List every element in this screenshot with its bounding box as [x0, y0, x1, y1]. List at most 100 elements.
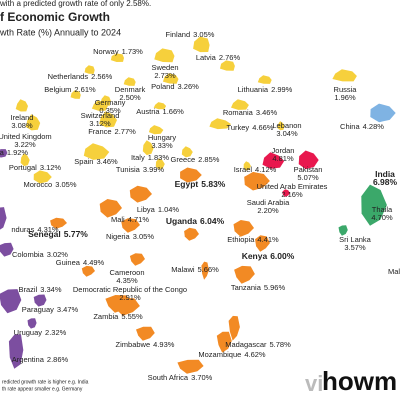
country-name: Guinea: [56, 258, 81, 267]
country-rate: 5.96%: [264, 283, 286, 292]
labels: Norway 1.73%Finland 3.05%Latvia 2.76%Nether…: [0, 30, 397, 382]
country-label: Nigeria 3.05%: [106, 232, 154, 241]
country-shape: [184, 227, 199, 241]
logo: vi: [305, 371, 323, 396]
country-label: Italy 1.83%: [131, 153, 169, 162]
country-name: France: [88, 127, 111, 136]
country-rate: 2.50%: [119, 93, 141, 102]
country-shape: [298, 150, 319, 170]
country-label: Germany 0.35%: [95, 98, 126, 115]
country-rate: 5.55%: [121, 312, 143, 321]
country-shape: [162, 73, 179, 84]
country-rate: 4.93%: [153, 340, 175, 349]
country-shape: [0, 149, 8, 158]
country-label: Spain 3.46%: [74, 157, 118, 166]
country-label: Morocco 3.05%: [23, 180, 76, 189]
country-label: France 2.77%: [88, 127, 136, 136]
country-name: Greece: [171, 155, 196, 164]
country-rate: 3.22%: [14, 140, 36, 149]
country-name: Cameroon: [109, 268, 144, 277]
country-label: Zimbabwe 4.93%: [116, 340, 175, 349]
country-rate: 5.77%: [64, 229, 89, 239]
country-rate: 2.76%: [219, 53, 241, 62]
country-rate: 2.91%: [119, 293, 141, 302]
country-rate: 6.04%: [200, 216, 225, 226]
country-rate: 2.61%: [74, 85, 96, 94]
country-shape: [129, 253, 145, 266]
country-rate: 2.86%: [47, 355, 69, 364]
country-label: Netherlands 2.56%: [48, 72, 113, 81]
country-rate: 2.16%: [281, 190, 303, 199]
country-label: Senegal 5.77%: [28, 229, 88, 239]
country-rate: 1.04%: [158, 205, 180, 214]
country-rate: 3.99%: [143, 165, 165, 174]
country-rate: 2.99%: [271, 85, 293, 94]
country-label: Uganda 6.04%: [166, 216, 225, 226]
country-label: Madagascar 5.78%: [225, 340, 291, 349]
country-name: Morocco: [23, 180, 52, 189]
country-shape: [27, 318, 37, 329]
country-name: Germany: [95, 98, 126, 107]
country-name: Lebanon: [272, 121, 301, 130]
country-name: Madagascar: [225, 340, 267, 349]
country-shape: [33, 170, 52, 184]
country-name: Turkey: [227, 123, 250, 132]
country-shape: [201, 261, 209, 280]
country-shape: [154, 48, 175, 63]
footnote: redicted growth rate is higher e.g. Indi…: [2, 379, 89, 385]
country-shape: [228, 315, 240, 341]
country-rate: 2.20%: [257, 206, 279, 215]
country-shape: [148, 125, 164, 135]
country-label: Turkey 4.66%: [227, 123, 274, 132]
country-label: United Kingdom 3.22%: [0, 132, 52, 149]
country-shape: [33, 294, 47, 307]
country-label: Finland 3.05%: [166, 30, 215, 39]
country-shape: [177, 359, 204, 374]
country-rate: 4.41%: [257, 235, 279, 244]
country-name: Denmark: [115, 85, 146, 94]
country-shape: [370, 103, 396, 123]
country-rate: 4.35%: [116, 276, 138, 285]
country-label: Tunisia 3.99%: [116, 165, 165, 174]
country-name: Saudi Arabia: [247, 198, 290, 207]
country-name: Belgium: [44, 85, 71, 94]
country-name: Democratic Republic of the Congo: [73, 285, 187, 294]
country-label: Poland 3.26%: [151, 82, 199, 91]
country-shape: [50, 217, 67, 229]
country-shape: [8, 334, 24, 369]
country-name: Mozambique: [198, 350, 241, 359]
country-label: Ethiopia 4.41%: [227, 235, 279, 244]
country-shape: [110, 53, 124, 62]
country-shape: [121, 218, 140, 233]
country-shape: [25, 114, 41, 131]
country-name: Russia: [334, 85, 358, 94]
country-shape: [83, 143, 110, 160]
country-shape: [0, 207, 7, 230]
country-label: Kenya 6.00%: [242, 251, 295, 261]
country-label: Belgium 2.61%: [44, 85, 96, 94]
country-shape: [0, 289, 22, 314]
country-label: Uruguay 2.32%: [14, 328, 67, 337]
country-shape: [255, 235, 270, 252]
country-label: Lithuania 2.99%: [238, 85, 293, 94]
country-shape: [155, 158, 165, 170]
country-name: Switzerland: [81, 111, 120, 120]
country-rate: 1.92%: [7, 148, 29, 157]
country-name: Finland: [166, 30, 191, 39]
country-name: Sweden: [151, 63, 178, 72]
country-name: Malawi: [171, 265, 195, 274]
country-rate: 5.66%: [198, 265, 220, 274]
country-shape: [129, 185, 152, 203]
country-label: Latvia 2.76%: [196, 53, 241, 62]
country-label: Pakistan 5.07%: [294, 165, 323, 182]
country-label: Switzerland 3.12%: [81, 111, 120, 128]
country-shape: [257, 75, 272, 84]
subtitle: wth Rate (%) Annually to 2024: [0, 27, 121, 37]
country-shape: [105, 295, 132, 313]
country-rate: 2.77%: [115, 127, 137, 136]
country-shape: [209, 118, 231, 130]
country-name: Poland: [151, 82, 174, 91]
country-rate: 1.73%: [122, 47, 144, 56]
country-rate: 2.32%: [45, 328, 67, 337]
